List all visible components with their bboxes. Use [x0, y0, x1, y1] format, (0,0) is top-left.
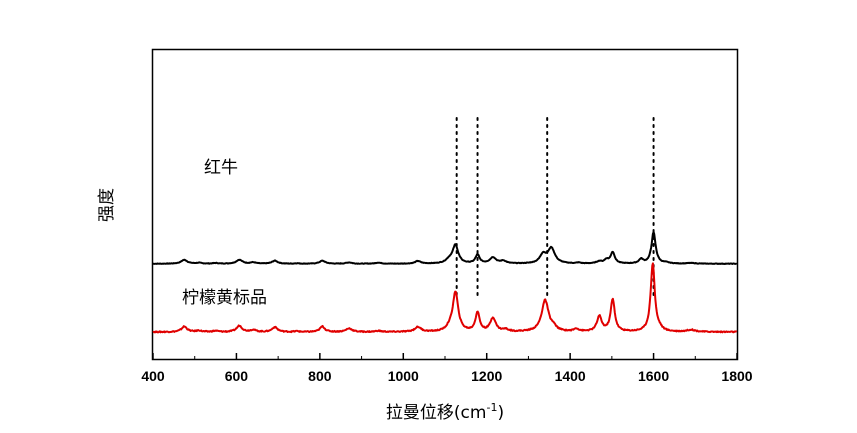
series-label-tartrazine-standard: 柠檬黄标品 [182, 288, 267, 308]
x-tick-label-1800: 1800 [721, 368, 752, 384]
x-tick-label-800: 800 [308, 368, 332, 384]
reference-lines [455, 117, 655, 301]
x-tick-label-1200: 1200 [471, 368, 502, 384]
x-axis-title-main: 拉曼位移(cm [386, 403, 487, 423]
x-axis-ticks [152, 353, 738, 359]
x-tick-label-1600: 1600 [638, 368, 669, 384]
x-axis-title-superscript: -1 [486, 401, 497, 414]
x-tick-label-400: 400 [141, 368, 165, 384]
y-axis-title: 强度 [97, 188, 117, 222]
plot-frame [151, 48, 739, 361]
series-group [152, 231, 738, 334]
x-tick-label-1000: 1000 [388, 368, 419, 384]
series-label-hongniu: 红牛 [204, 158, 238, 178]
x-axis-tick-labels: 400 600 800 1000 1200 1400 1600 1800 [141, 368, 752, 384]
series-line-0 [152, 231, 738, 265]
x-axis-title: 拉曼位移(cm-1) [386, 401, 504, 423]
x-axis-title-close: ) [497, 403, 504, 423]
x-tick-label-1400: 1400 [555, 368, 586, 384]
x-tick-label-600: 600 [225, 368, 249, 384]
series-line-1 [152, 262, 738, 334]
